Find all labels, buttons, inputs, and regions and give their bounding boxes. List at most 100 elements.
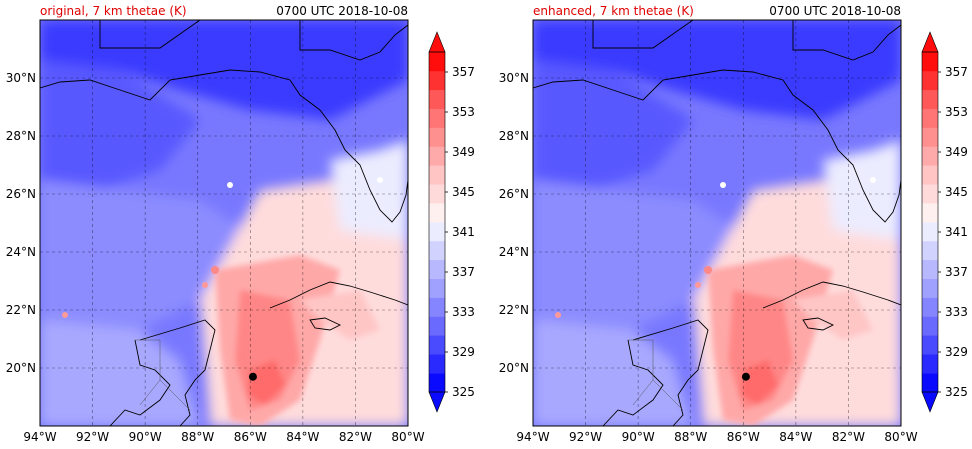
x-tick-label: 86°W	[727, 430, 760, 444]
y-tick-label: 20°N	[499, 361, 529, 375]
x-tick-label: 94°W	[516, 430, 549, 444]
colorbar-segment	[922, 203, 938, 223]
colorbar: 357 353 349 345 341 337 333 329 325	[428, 31, 475, 413]
storm-center-marker	[741, 372, 750, 381]
borders	[135, 339, 191, 411]
colorbar-segment	[429, 127, 445, 147]
colorbar-segment	[429, 335, 445, 355]
colorbar-tick-label: 329	[945, 345, 968, 359]
colorbar-segment	[922, 259, 938, 279]
colorbar-segment	[429, 259, 445, 279]
colorbar-tick-label: 333	[452, 305, 475, 319]
colorbar-extend-max	[428, 31, 446, 53]
colorbar-segment	[922, 373, 938, 393]
colorbar: 357 353 349 345 341 337 333 329 325	[921, 31, 968, 413]
colorbar-segment	[922, 184, 938, 204]
x-tick-labels: 94°W 92°W 90°W 88°W 86°W 84°W 82°W 80°W	[23, 430, 424, 444]
colorbar-segment	[922, 297, 938, 317]
colorbar-segment	[922, 108, 938, 128]
x-tick-label: 80°W	[884, 430, 917, 444]
x-tick-label: 88°W	[674, 430, 707, 444]
x-tick-label: 90°W	[129, 430, 162, 444]
x-tick-label: 80°W	[391, 430, 424, 444]
colorbar-tick-label: 345	[452, 185, 475, 199]
colorbar-segment	[922, 335, 938, 355]
storm-center-marker	[248, 372, 257, 381]
colorbar-segment	[429, 89, 445, 109]
x-tick-label: 82°W	[832, 430, 865, 444]
colorbar-segment	[429, 316, 445, 336]
colorbar-segment	[429, 354, 445, 374]
x-tick-labels: 94°W 92°W 90°W 88°W 86°W 84°W 82°W 80°W	[516, 430, 917, 444]
colorbar-tick-label: 337	[452, 265, 475, 279]
colorbar-segment	[429, 373, 445, 393]
colorbar-tick-label: 349	[945, 145, 968, 159]
colorbar-segment	[429, 146, 445, 166]
gridlines	[40, 20, 408, 426]
thetae-field	[533, 20, 901, 426]
x-tick-label: 90°W	[622, 430, 655, 444]
thetae-field	[40, 20, 408, 426]
colorbar-tick-label: 353	[452, 105, 475, 119]
y-tick-label: 28°N	[6, 129, 36, 143]
y-tick-labels: 20°N 22°N 24°N 26°N 28°N 30°N	[6, 71, 36, 375]
colorbar-segment	[429, 165, 445, 185]
colorbar-segment	[922, 89, 938, 109]
colorbar-extend-min	[921, 391, 939, 413]
colorbar-segment	[922, 316, 938, 336]
panel-original: original, 7 km thetae (K) 0700 UTC 2018-…	[6, 4, 475, 444]
y-tick-label: 30°N	[499, 71, 529, 85]
colorbar-segment	[429, 184, 445, 204]
panel-title: enhanced, 7 km thetae (K)	[533, 4, 694, 18]
colorbar-tick-label: 337	[945, 265, 968, 279]
y-tick-label: 26°N	[6, 187, 36, 201]
colorbar-segment	[922, 354, 938, 374]
colorbar-segment	[922, 222, 938, 242]
colorbar-segment	[429, 278, 445, 298]
y-tick-label: 30°N	[6, 71, 36, 85]
colorbar-tick-label: 325	[452, 385, 475, 399]
colorbar-tick-label: 345	[945, 185, 968, 199]
y-tick-label: 24°N	[499, 245, 529, 259]
colorbar-extend-max	[921, 31, 939, 53]
x-tick-label: 84°W	[779, 430, 812, 444]
colorbar-segment	[922, 278, 938, 298]
colorbar-segment	[429, 203, 445, 223]
colorbar-segment	[429, 297, 445, 317]
colorbar-segment	[922, 146, 938, 166]
colorbar-tick-label: 353	[945, 105, 968, 119]
x-tick-label: 84°W	[286, 430, 319, 444]
colorbar-segment	[922, 127, 938, 147]
colorbar-segment	[429, 70, 445, 91]
coastlines	[533, 20, 901, 426]
panel-time: 0700 UTC 2018-10-08	[276, 4, 408, 18]
colorbar-tick-label: 341	[452, 225, 475, 239]
x-tick-label: 92°W	[569, 430, 602, 444]
colorbar-tick-label: 341	[945, 225, 968, 239]
colorbar-tick-label: 333	[945, 305, 968, 319]
borders	[628, 339, 684, 411]
x-tick-label: 88°W	[181, 430, 214, 444]
panel-title: original, 7 km thetae (K)	[40, 4, 187, 18]
y-tick-label: 28°N	[499, 129, 529, 143]
colorbar-segment	[429, 222, 445, 242]
colorbar-extend-min	[428, 391, 446, 413]
colorbar-segment	[429, 52, 445, 72]
colorbar-tick-label: 329	[452, 345, 475, 359]
colorbar-segment	[922, 240, 938, 261]
panel-time: 0700 UTC 2018-10-08	[769, 4, 901, 18]
y-tick-label: 20°N	[6, 361, 36, 375]
y-tick-labels: 20°N 22°N 24°N 26°N 28°N 30°N	[499, 71, 529, 375]
colorbar-tick-label: 357	[452, 65, 475, 79]
x-tick-label: 86°W	[234, 430, 267, 444]
colorbar-tick-label: 357	[945, 65, 968, 79]
y-tick-label: 26°N	[499, 187, 529, 201]
colorbar-segment	[429, 108, 445, 128]
coastlines	[40, 20, 408, 426]
x-tick-label: 92°W	[76, 430, 109, 444]
colorbar-segment	[922, 165, 938, 185]
colorbar-tick-label: 325	[945, 385, 968, 399]
colorbar-tick-label: 349	[452, 145, 475, 159]
panel-enhanced: enhanced, 7 km thetae (K) 0700 UTC 2018-…	[499, 4, 968, 444]
